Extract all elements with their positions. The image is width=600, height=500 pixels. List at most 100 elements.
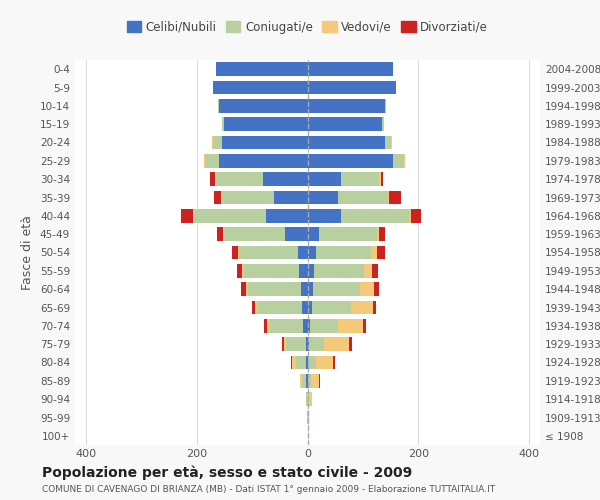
- Bar: [377, 228, 379, 241]
- Bar: [308, 392, 309, 406]
- Bar: [214, 136, 221, 149]
- Bar: [245, 282, 248, 296]
- Bar: [338, 190, 388, 204]
- Bar: [411, 209, 421, 222]
- Bar: [214, 80, 308, 94]
- Bar: [308, 319, 310, 332]
- Bar: [193, 209, 194, 222]
- Bar: [308, 62, 394, 76]
- Bar: [284, 338, 286, 351]
- Bar: [223, 228, 224, 241]
- Bar: [205, 154, 219, 168]
- Bar: [373, 300, 376, 314]
- Bar: [308, 338, 324, 351]
- Bar: [303, 319, 308, 332]
- Bar: [312, 300, 350, 314]
- Bar: [214, 190, 221, 204]
- Bar: [382, 118, 384, 131]
- Bar: [385, 136, 391, 149]
- Bar: [377, 246, 385, 260]
- Bar: [216, 62, 308, 76]
- Bar: [299, 264, 308, 278]
- Bar: [244, 264, 299, 278]
- Bar: [308, 136, 385, 149]
- Bar: [371, 246, 377, 260]
- Bar: [255, 300, 257, 314]
- Bar: [302, 300, 308, 314]
- Bar: [338, 319, 363, 332]
- Bar: [308, 300, 312, 314]
- Bar: [308, 228, 319, 241]
- Y-axis label: Anni di nascita: Anni di nascita: [597, 206, 600, 298]
- Bar: [252, 300, 255, 314]
- Bar: [242, 264, 244, 278]
- Bar: [181, 209, 193, 222]
- Bar: [307, 374, 308, 388]
- Bar: [219, 154, 308, 168]
- Bar: [221, 190, 274, 204]
- Bar: [298, 246, 308, 260]
- Bar: [308, 190, 338, 204]
- Bar: [241, 282, 245, 296]
- Bar: [360, 282, 374, 296]
- Bar: [267, 319, 270, 332]
- Bar: [308, 246, 316, 260]
- Bar: [307, 356, 308, 370]
- Bar: [308, 80, 396, 94]
- Bar: [221, 136, 308, 149]
- Bar: [308, 154, 394, 168]
- Bar: [238, 246, 239, 260]
- Bar: [308, 374, 311, 388]
- Bar: [389, 190, 401, 204]
- Bar: [310, 319, 338, 332]
- Bar: [363, 319, 365, 332]
- Bar: [215, 172, 216, 186]
- Bar: [221, 118, 224, 131]
- Bar: [194, 209, 266, 222]
- Bar: [394, 154, 404, 168]
- Bar: [385, 99, 386, 112]
- Bar: [306, 338, 308, 351]
- Bar: [379, 172, 380, 186]
- Legend: Celibi/Nubili, Coniugati/e, Vedovi/e, Divorziati/e: Celibi/Nubili, Coniugati/e, Vedovi/e, Di…: [122, 16, 493, 38]
- Bar: [301, 282, 308, 296]
- Bar: [309, 392, 312, 406]
- Bar: [308, 209, 341, 222]
- Bar: [388, 190, 389, 204]
- Bar: [391, 136, 392, 149]
- Bar: [319, 228, 377, 241]
- Bar: [379, 228, 385, 241]
- Bar: [350, 300, 373, 314]
- Bar: [265, 319, 267, 332]
- Bar: [266, 209, 308, 222]
- Y-axis label: Fasce di età: Fasce di età: [22, 215, 34, 290]
- Bar: [364, 264, 372, 278]
- Bar: [236, 264, 242, 278]
- Bar: [316, 246, 371, 260]
- Bar: [302, 374, 307, 388]
- Bar: [286, 228, 308, 241]
- Bar: [308, 264, 314, 278]
- Bar: [301, 374, 302, 388]
- Bar: [286, 338, 306, 351]
- Bar: [270, 319, 303, 332]
- Bar: [314, 264, 364, 278]
- Bar: [349, 338, 352, 351]
- Bar: [324, 338, 349, 351]
- Bar: [209, 172, 215, 186]
- Bar: [204, 154, 205, 168]
- Bar: [224, 118, 308, 131]
- Bar: [224, 228, 286, 241]
- Bar: [292, 356, 296, 370]
- Bar: [410, 209, 411, 222]
- Bar: [319, 374, 320, 388]
- Bar: [232, 246, 238, 260]
- Bar: [341, 172, 379, 186]
- Bar: [307, 392, 308, 406]
- Bar: [217, 228, 223, 241]
- Bar: [219, 99, 308, 112]
- Bar: [248, 282, 301, 296]
- Bar: [257, 300, 302, 314]
- Bar: [313, 282, 360, 296]
- Bar: [216, 172, 263, 186]
